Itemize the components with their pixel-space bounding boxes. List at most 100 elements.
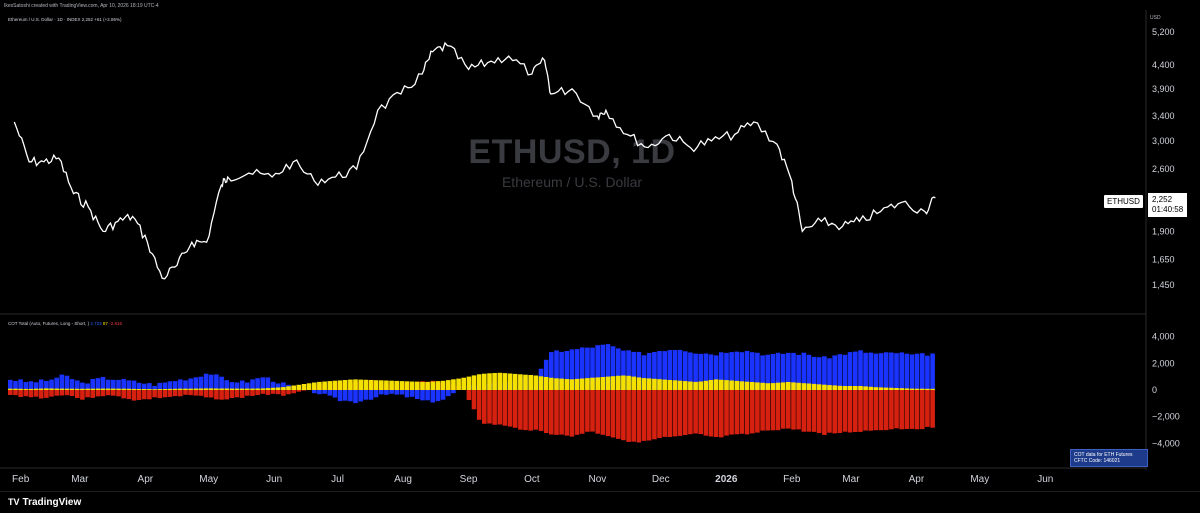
time-tick-label: Jun — [1037, 474, 1054, 485]
cot-short-bar — [142, 390, 147, 400]
cot-short-bar — [554, 390, 559, 435]
cot-short-bar — [925, 390, 930, 427]
price-tick-label: 1,900 — [1152, 226, 1175, 236]
cot-short-bar — [250, 390, 255, 396]
cot-short-bar — [837, 390, 843, 433]
cot-long-bar — [853, 351, 858, 390]
cot-short-bar — [538, 390, 544, 431]
cot-short-bar — [734, 390, 740, 435]
cot-spread-bar — [688, 381, 693, 390]
cot-short-bar — [198, 390, 204, 396]
cot-long-bar — [409, 390, 415, 397]
cot-spread-bar — [528, 375, 533, 390]
cot-long-bar — [275, 383, 281, 390]
price-line — [13, 41, 936, 280]
cot-long-bar — [183, 380, 188, 390]
cot-axis[interactable]: 4,000 2,000 0 −2,000 −4,000 — [1152, 332, 1180, 449]
cot-spread-bar — [631, 376, 636, 390]
cot-spread-bar — [636, 377, 642, 390]
cot-spread-bar — [672, 380, 678, 390]
price-tick-label: 3,900 — [1152, 84, 1175, 94]
cot-long-bar — [8, 379, 13, 390]
cot-spread-bar — [595, 377, 600, 390]
cot-spread-bar — [389, 380, 394, 390]
cot-spread-bar — [142, 389, 147, 390]
cot-spread-bar — [559, 378, 564, 390]
cot-short-bar — [822, 390, 827, 435]
cot-long-bar — [208, 374, 214, 390]
cot-spread-bar — [80, 388, 85, 390]
cot-short-bar — [270, 390, 276, 394]
cot-long-bar — [95, 378, 101, 390]
cot-spread-bar — [775, 382, 781, 390]
cot-short-bar — [801, 390, 807, 432]
cot-short-bar — [239, 390, 245, 398]
cot-long-bar — [425, 390, 430, 401]
time-tick-label: Sep — [459, 474, 478, 485]
cot-long-bar — [18, 379, 23, 390]
cot-spread-bar — [219, 388, 224, 390]
symbol-legend[interactable]: Ethereum / U.S. Dollar · 1D · INDEX 2,25… — [8, 17, 122, 22]
cot-long-bar — [744, 350, 750, 390]
cot-long-bar — [260, 377, 266, 390]
cot-long-bar — [626, 350, 631, 390]
cot-spread-bar — [332, 380, 338, 390]
cot-long-bar — [13, 381, 18, 390]
time-tick-label: 2026 — [715, 474, 738, 485]
cot-spread-bar — [8, 388, 13, 390]
cot-short-bar — [85, 390, 90, 398]
cot-short-bar — [574, 390, 580, 435]
cot-spread-bar — [791, 382, 796, 390]
cot-short-bar — [719, 390, 724, 438]
cot-spread-bar — [456, 378, 461, 390]
cot-legend[interactable]: COT Total (Auto, Futures, Long - Short, … — [8, 321, 122, 326]
cot-long-bar — [167, 381, 173, 390]
cot-short-bar — [296, 390, 302, 392]
tradingview-logo[interactable]: TV TradingView — [8, 497, 81, 508]
cot-short-bar — [518, 390, 523, 430]
cot-long-bar — [451, 390, 456, 394]
time-tick-label: Apr — [908, 474, 925, 485]
cot-short-bar — [116, 390, 121, 397]
cot-spread-bar — [883, 387, 889, 390]
cot-short-bar — [18, 390, 23, 397]
cot-long-bar — [564, 351, 570, 390]
cot-short-bar — [188, 390, 193, 396]
cot-short-bar — [868, 390, 874, 431]
cot-long-bar — [224, 380, 229, 390]
cot-spread-bar — [95, 388, 101, 390]
cot-long-bar — [889, 352, 894, 390]
price-axis[interactable]: 5,200 4,400 3,900 3,400 3,000 2,600 1,900 1,650… — [1152, 27, 1175, 290]
cot-legend-short: -2,816 — [109, 321, 122, 326]
cot-short-bar — [219, 390, 224, 400]
cot-short-bar — [847, 390, 853, 433]
cot-spread-bar — [816, 384, 822, 390]
cot-spread-bar — [796, 382, 801, 390]
cot-long-bar — [435, 390, 441, 402]
cot-spread-bar — [822, 384, 827, 390]
cot-long-bar — [64, 375, 70, 390]
cot-short-bar — [183, 390, 188, 395]
cot-spread-bar — [811, 383, 817, 390]
cot-spread-bar — [157, 389, 162, 390]
cot-short-bar — [136, 390, 142, 400]
cot-short-bar — [610, 390, 616, 438]
cot-long-bar — [760, 355, 765, 390]
cot-long-bar — [353, 390, 358, 404]
cot-spread-bar — [183, 388, 188, 390]
cot-spread-bar — [889, 387, 894, 390]
cot-spread-bar — [683, 381, 688, 390]
cot-short-bar — [54, 390, 59, 396]
cot-spread-bar — [507, 373, 513, 390]
cot-short-bar — [105, 390, 111, 396]
cot-spread-bar — [296, 384, 302, 390]
brand-label: TradingView — [22, 497, 82, 508]
cot-spread-bar — [126, 388, 132, 390]
cot-short-bar — [157, 390, 162, 399]
cot-short-bar — [621, 390, 626, 441]
cot-spread-bar — [512, 373, 518, 390]
cot-note-line1: COT data for ETH Futures — [1074, 452, 1133, 458]
cot-long-bar — [657, 351, 662, 390]
cot-long-bar — [147, 383, 152, 390]
